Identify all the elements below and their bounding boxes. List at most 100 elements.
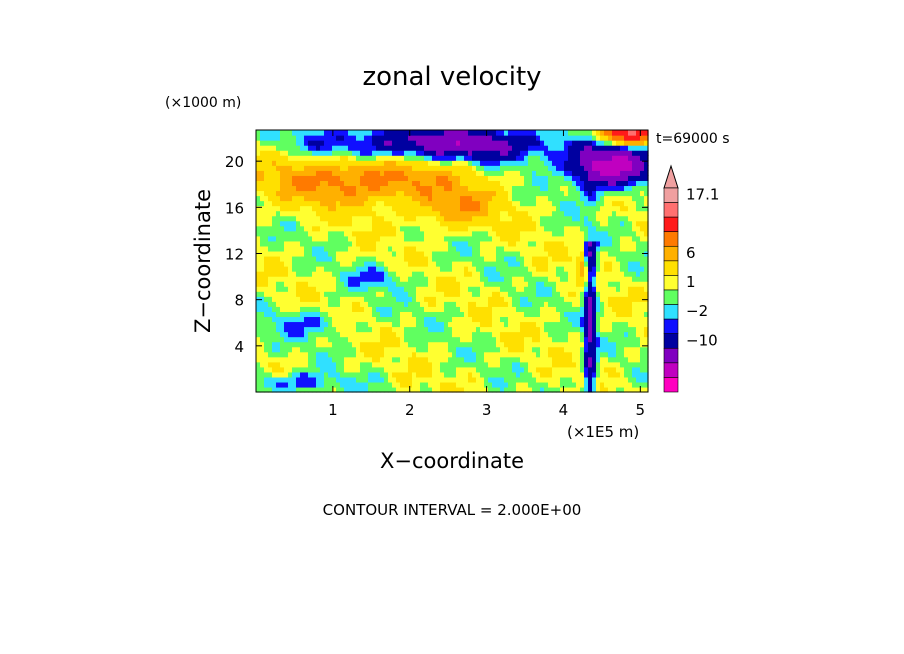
field-cell — [624, 170, 629, 176]
field-cell — [380, 381, 385, 388]
field-cell — [380, 195, 385, 202]
field-cell — [272, 145, 277, 151]
field-cell — [360, 296, 365, 302]
field-cell — [504, 361, 509, 368]
field-cell — [412, 205, 417, 212]
field-cell — [312, 145, 317, 151]
field-cell — [500, 276, 505, 282]
field-cell — [372, 281, 377, 287]
field-cell — [516, 276, 521, 282]
field-cell — [420, 140, 425, 146]
field-cell — [384, 361, 389, 368]
field-cell — [472, 346, 477, 353]
field-cell — [628, 291, 633, 297]
field-cell — [356, 220, 361, 227]
field-cell — [580, 291, 585, 297]
field-cell — [544, 150, 549, 156]
field-cell — [416, 266, 421, 272]
field-cell — [476, 326, 481, 333]
field-cell — [600, 200, 605, 207]
field-cell — [540, 190, 545, 197]
field-cell — [600, 250, 605, 257]
field-cell — [596, 155, 601, 161]
field-cell — [632, 311, 637, 318]
field-cell — [492, 220, 497, 227]
field-cell — [384, 240, 389, 247]
field-cell — [572, 286, 577, 292]
field-cell — [516, 261, 521, 267]
field-cell — [396, 140, 401, 146]
field-cell — [496, 376, 501, 383]
field-cell — [344, 135, 349, 141]
field-cell — [604, 255, 609, 262]
field-cell — [512, 165, 517, 171]
field-cell — [444, 215, 449, 222]
field-cell — [596, 175, 601, 181]
field-cell — [464, 250, 469, 257]
field-cell — [420, 371, 425, 378]
field-cell — [360, 230, 365, 237]
field-cell — [264, 276, 269, 282]
field-cell — [320, 210, 325, 217]
field-cell — [320, 386, 325, 393]
field-cell — [260, 331, 265, 338]
field-cell — [400, 135, 405, 141]
field-cell — [548, 135, 553, 141]
field-cell — [580, 145, 585, 151]
field-cell — [364, 351, 369, 358]
field-cell — [476, 245, 481, 252]
field-cell — [280, 250, 285, 257]
field-cell — [312, 326, 317, 333]
field-cell — [488, 210, 493, 217]
field-cell — [260, 341, 265, 348]
field-cell — [468, 341, 473, 348]
field-cell — [456, 311, 461, 318]
field-cell — [400, 286, 405, 292]
field-cell — [388, 160, 393, 166]
field-cell — [596, 195, 601, 202]
field-cell — [448, 165, 453, 171]
field-cell — [512, 361, 517, 368]
field-cell — [276, 175, 281, 181]
field-cell — [612, 276, 617, 282]
field-cell — [484, 286, 489, 292]
field-cell — [608, 311, 613, 318]
field-cell — [624, 321, 629, 328]
field-cell — [404, 276, 409, 282]
field-cell — [504, 341, 509, 348]
field-cell — [376, 286, 381, 292]
field-cell — [412, 200, 417, 207]
field-cell — [440, 286, 445, 292]
field-cell — [420, 170, 425, 176]
field-cell — [452, 235, 457, 242]
field-cell — [452, 271, 457, 277]
field-cell — [536, 130, 541, 136]
field-cell — [600, 326, 605, 333]
field-cell — [632, 316, 637, 323]
field-cell — [368, 376, 373, 383]
field-cell — [436, 286, 441, 292]
field-cell — [376, 165, 381, 171]
field-cell — [488, 190, 493, 197]
field-cell — [572, 225, 577, 232]
field-cell — [396, 326, 401, 333]
field-cell — [632, 170, 637, 176]
field-cell — [340, 255, 345, 262]
field-cell — [512, 351, 517, 358]
field-cell — [352, 205, 357, 212]
field-cell — [616, 150, 621, 156]
field-cell — [536, 205, 541, 212]
field-cell — [264, 371, 269, 378]
field-cell — [416, 306, 421, 312]
field-cell — [436, 255, 441, 262]
field-cell — [340, 135, 345, 141]
field-cell — [512, 145, 517, 151]
field-cell — [496, 170, 501, 176]
field-cell — [256, 336, 261, 343]
field-cell — [608, 276, 613, 282]
field-cell — [556, 276, 561, 282]
field-cell — [344, 316, 349, 323]
field-cell — [484, 351, 489, 358]
field-cell — [536, 190, 541, 197]
field-cell — [292, 341, 297, 348]
